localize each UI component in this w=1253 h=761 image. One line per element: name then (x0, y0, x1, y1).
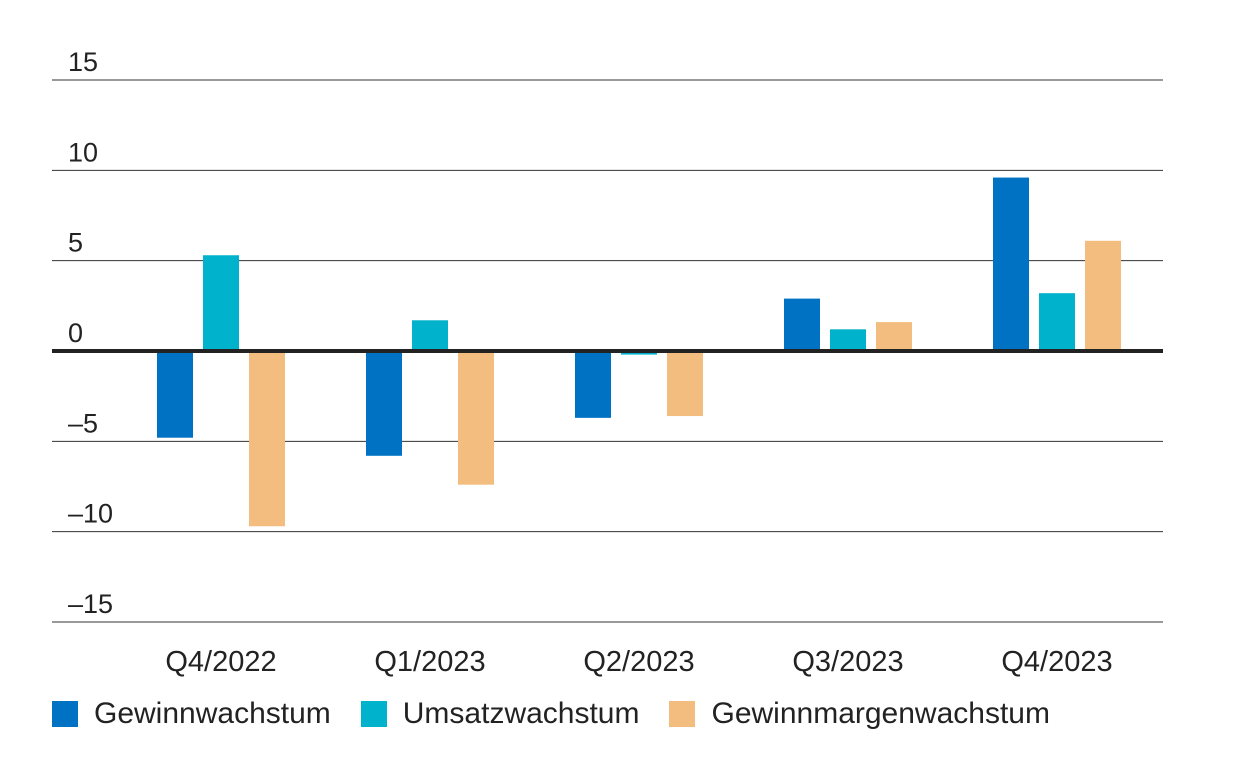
legend-label-umsatzwachstum: Umsatzwachstum (402, 697, 640, 730)
y-tick-label: 0 (68, 318, 83, 348)
x-tick-label: Q1/2023 (374, 646, 485, 678)
y-tick-label: –10 (68, 499, 113, 529)
bar-umsatzwachstum-q3-2023 (830, 329, 866, 351)
legend-label-gewinnmargenwachstum: Gewinnmargenwachstum (711, 697, 1050, 730)
legend-item-gewinnwachstum: Gewinnwachstum (52, 697, 331, 731)
bar-umsatzwachstum-q4-2023 (1039, 293, 1075, 351)
bar-gewinnwachstum-q4-2022 (157, 351, 193, 438)
y-tick-label: –15 (68, 589, 113, 619)
bar-gewinnwachstum-q3-2023 (784, 298, 820, 351)
x-tick-label: Q4/2022 (165, 646, 276, 678)
x-tick-label: Q2/2023 (583, 646, 694, 678)
y-tick-label: –5 (68, 408, 98, 438)
legend-item-gewinnmargenwachstum: Gewinnmargenwachstum (669, 697, 1050, 731)
bar-umsatzwachstum-q4-2022 (203, 255, 239, 351)
y-tick-label: 5 (68, 228, 83, 258)
y-axis-tick-labels: 15 10 5 0 –5 –10 –15 (68, 47, 113, 619)
legend-item-umsatzwachstum: Umsatzwachstum (360, 697, 640, 731)
legend-swatch-umsatzwachstum (360, 701, 387, 727)
legend-swatch-gewinnmargenwachstum (669, 701, 696, 727)
bar-gewinnmargenwachstum-q3-2023 (876, 322, 912, 351)
bar-gewinnmargenwachstum-q2-2023 (667, 351, 703, 417)
y-tick-label: 10 (68, 137, 98, 167)
bars (157, 177, 1121, 527)
x-tick-label: Q4/2023 (1001, 646, 1112, 678)
y-tick-label: 15 (68, 47, 98, 77)
bar-gewinnmargenwachstum-q4-2022 (249, 351, 285, 527)
bar-gewinnwachstum-q1-2023 (366, 351, 402, 456)
x-axis-category-labels: Q4/2022 Q1/2023 Q2/2023 Q3/2023 Q4/2023 (165, 646, 1112, 678)
bar-gewinnmargenwachstum-q4-2023 (1085, 240, 1121, 351)
legend-swatch-gewinnwachstum (52, 701, 78, 727)
x-tick-label: Q3/2023 (792, 646, 903, 678)
bar-gewinnmargenwachstum-q1-2023 (458, 351, 494, 485)
legend: Gewinnwachstum Umsatzwachstum Gewinnmarg… (52, 697, 1080, 731)
bar-gewinnwachstum-q4-2023 (993, 177, 1029, 351)
bar-gewinnwachstum-q2-2023 (575, 351, 611, 418)
bar-umsatzwachstum-q1-2023 (412, 320, 448, 351)
legend-label-gewinnwachstum: Gewinnwachstum (94, 697, 331, 730)
